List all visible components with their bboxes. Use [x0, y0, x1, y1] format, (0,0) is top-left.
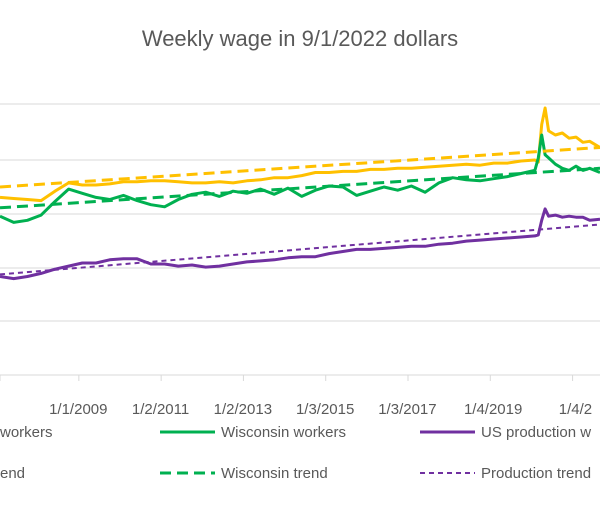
x-tick-label: 1/3/2015 [296, 401, 354, 418]
series-line [0, 207, 600, 281]
x-tick-label: 1/3/2017 [378, 401, 436, 418]
x-tick-label: 1/4/2 [559, 401, 592, 418]
gridlines [0, 103, 600, 322]
series-lines [0, 106, 600, 281]
x-axis: 1/1/2009 1/2/2011 1/2/2013 1/3/2015 1/3/2017… [0, 374, 600, 418]
series-line [0, 133, 600, 224]
legend-label: workers [0, 424, 53, 441]
x-tick-label: 1/1/2009 [49, 401, 107, 418]
legend-label: US production w [481, 424, 591, 441]
legend-label: Wisconsin trend [221, 465, 328, 482]
series-line [0, 146, 600, 189]
series-line [0, 223, 600, 276]
legend-label: Wisconsin workers [221, 424, 346, 441]
x-tick-label: 1/4/2019 [464, 401, 522, 418]
legend: workers Wisconsin workers US production w e… [0, 424, 591, 482]
series-line [0, 106, 600, 203]
x-tick-label: 1/2/2011 [132, 401, 189, 418]
legend-label: end [0, 465, 25, 482]
x-tick-label: 1/2/2013 [214, 401, 272, 418]
chart-title: Weekly wage in 9/1/2022 dollars [142, 26, 458, 51]
series-line [0, 166, 600, 210]
legend-label: Production trend [481, 465, 591, 482]
